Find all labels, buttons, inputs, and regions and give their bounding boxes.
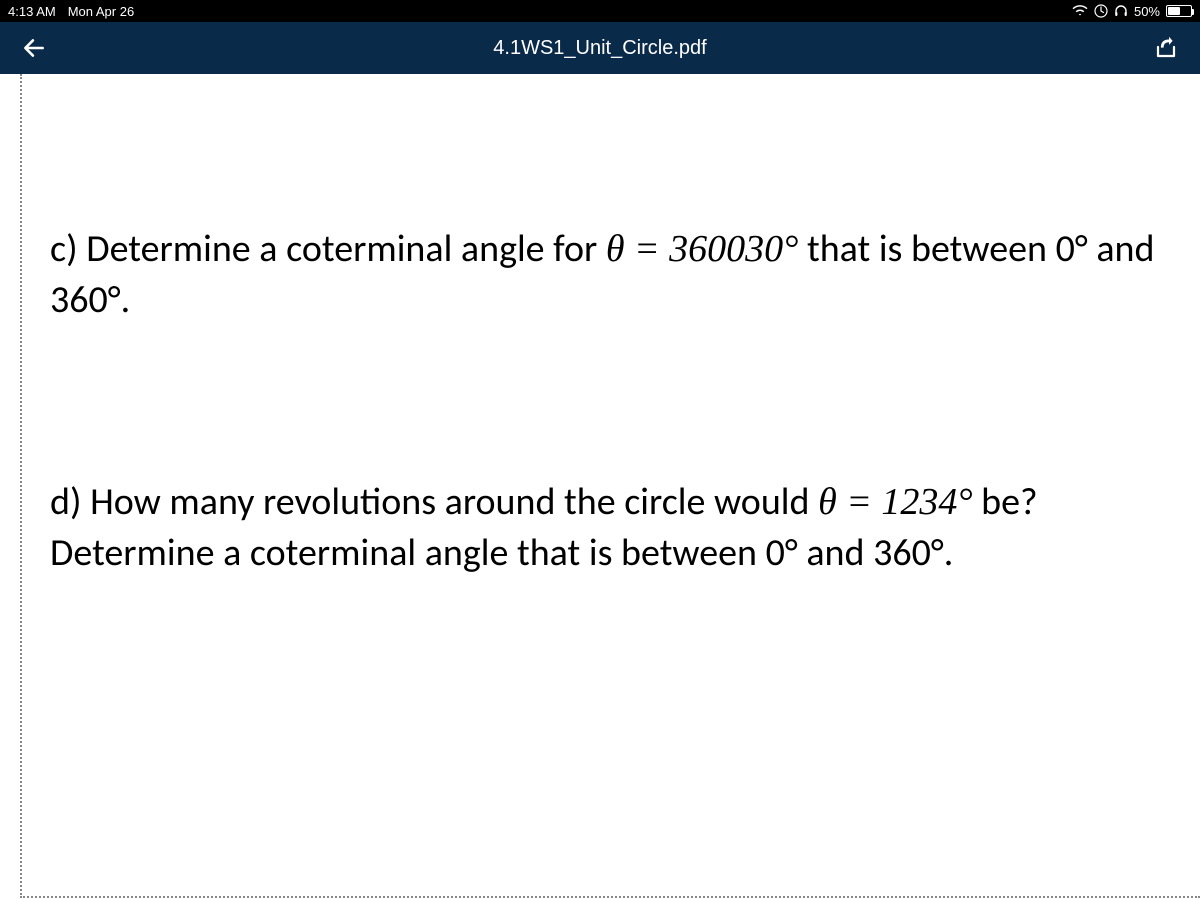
document-nav-bar: 4.1WS1_Unit_Circle.pdf bbox=[0, 22, 1200, 74]
status-time: 4:13 AM bbox=[8, 4, 56, 19]
status-right: 50% bbox=[1072, 4, 1192, 19]
problem-c-label: c) bbox=[50, 226, 78, 272]
status-left: 4:13 AM Mon Apr 26 bbox=[8, 4, 134, 19]
back-button[interactable] bbox=[18, 35, 50, 61]
status-date: Mon Apr 26 bbox=[68, 4, 135, 19]
back-arrow-icon bbox=[21, 35, 47, 61]
problem-c-theta: θ = 360030° bbox=[606, 228, 799, 270]
sync-icon bbox=[1094, 4, 1108, 18]
problem-c: c) Determine a coterminal angle for θ = … bbox=[50, 224, 1180, 327]
problem-d: d) How many revolutions around the circl… bbox=[50, 477, 1180, 580]
problem-c-text-before: Determine a coterminal angle for bbox=[86, 226, 606, 272]
share-button[interactable] bbox=[1150, 36, 1182, 60]
problem-d-label: d) bbox=[50, 479, 82, 525]
battery-icon bbox=[1166, 5, 1192, 17]
problem-d-theta: θ = 1234° bbox=[818, 481, 973, 523]
status-bar: 4:13 AM Mon Apr 26 50% bbox=[0, 0, 1200, 22]
document-body: c) Determine a coterminal angle for θ = … bbox=[50, 224, 1180, 729]
share-icon bbox=[1154, 36, 1178, 60]
headphones-icon bbox=[1114, 4, 1128, 18]
battery-fill bbox=[1168, 7, 1180, 15]
document-title: 4.1WS1_Unit_Circle.pdf bbox=[50, 37, 1150, 60]
document-viewport[interactable]: c) Determine a coterminal angle for θ = … bbox=[0, 74, 1200, 900]
wifi-icon bbox=[1072, 5, 1088, 17]
battery-percent-label: 50% bbox=[1134, 4, 1160, 19]
problem-d-text-before: How many revolutions around the circle w… bbox=[90, 479, 818, 525]
